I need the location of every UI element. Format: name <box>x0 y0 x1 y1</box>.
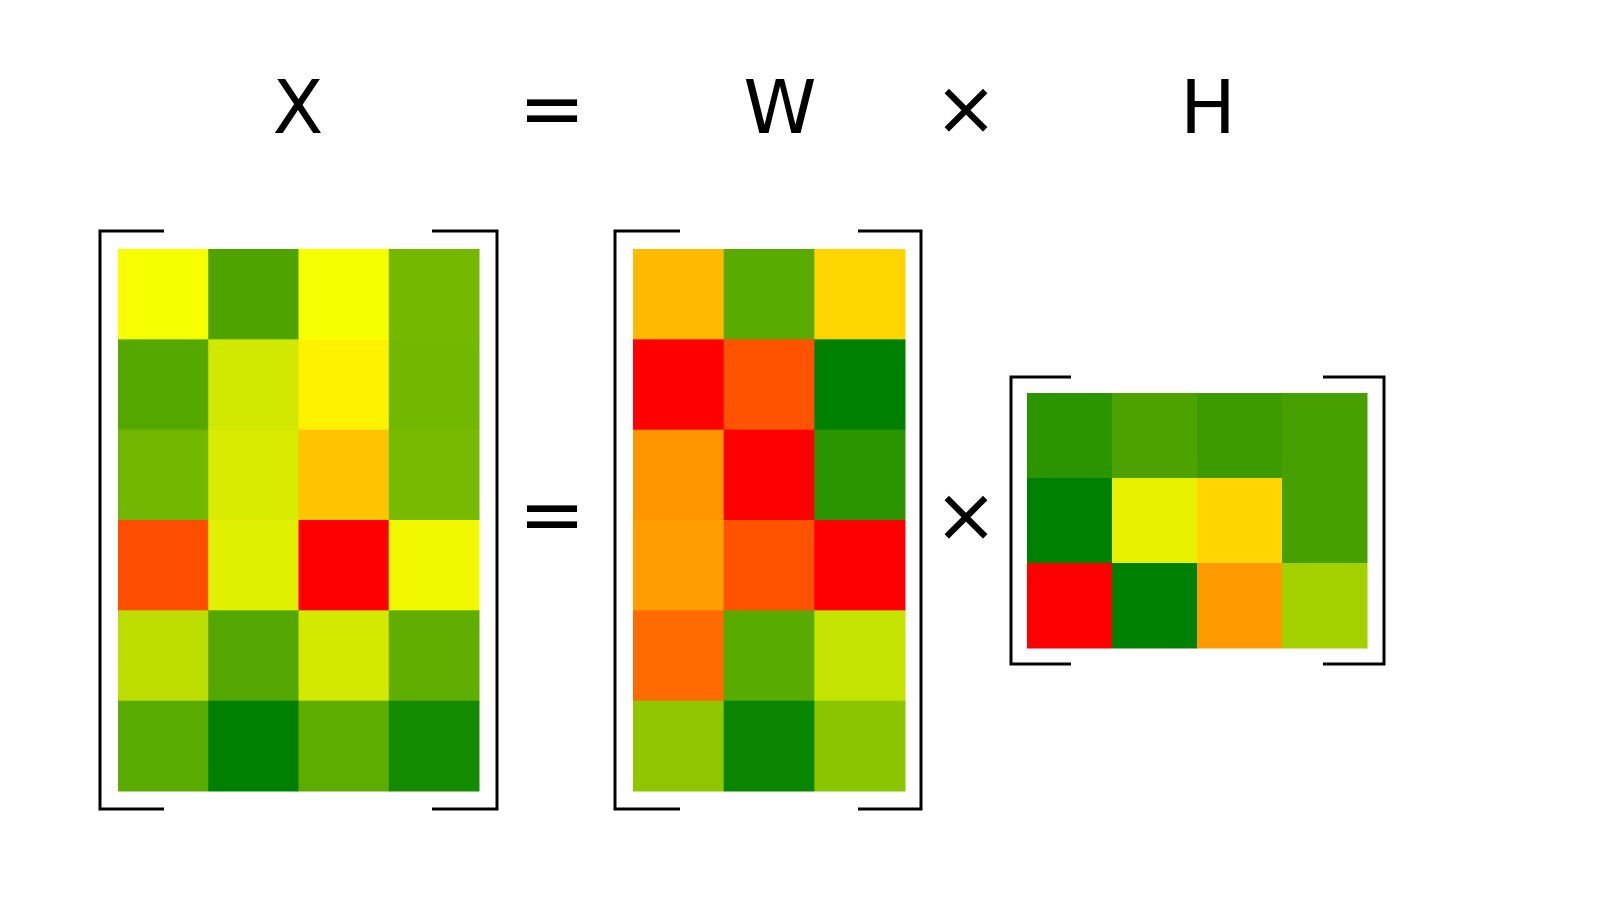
matrix-x-cell <box>388 429 480 521</box>
matrix-h-right-bracket <box>1323 375 1386 666</box>
matrix-w-cell <box>633 610 725 702</box>
matrix-w-cell <box>633 249 725 340</box>
matrix-x-cell <box>118 610 209 702</box>
times-sign-top: × <box>934 63 998 152</box>
label-w: W <box>743 65 816 151</box>
matrix-x-cell <box>388 249 480 340</box>
matrix-x-cell <box>298 700 390 792</box>
matrix-w-cell <box>633 520 725 611</box>
matrix-h-cell <box>1027 563 1113 649</box>
times-sign-middle: × <box>934 470 998 559</box>
matrix-x-cell <box>388 520 480 611</box>
matrix-h-left-bracket <box>1009 375 1071 666</box>
matrix-h-cell <box>1112 393 1198 479</box>
matrix-w-cell <box>723 429 815 521</box>
matrix-x-right-bracket <box>432 229 499 811</box>
matrix-h-cell <box>1282 478 1368 564</box>
matrix-x-cell <box>118 339 209 431</box>
matrix-w-cells <box>633 249 906 792</box>
matrix-w-cell <box>814 610 906 702</box>
matrix-x-cell <box>388 339 480 431</box>
matrix-h-cell <box>1197 563 1283 649</box>
matrix-x-cell <box>208 700 299 792</box>
matrix-w-right-bracket <box>858 229 923 811</box>
matrix-w-cell <box>814 249 906 340</box>
matrix-h-cell <box>1112 478 1198 564</box>
matrix-h-cell <box>1197 393 1283 479</box>
matrix-x-cell <box>208 610 299 702</box>
matrix-x-cell <box>298 520 390 611</box>
matrix-h-cell <box>1197 478 1283 564</box>
matrix-h-cell <box>1027 478 1113 564</box>
matrix-x-cell <box>118 429 209 521</box>
matrix-x-cell <box>118 700 209 792</box>
matrix-x <box>98 229 499 811</box>
matrix-w-cell <box>814 339 906 431</box>
matrix-x-cells <box>118 249 480 792</box>
matrix-w-cell <box>723 520 815 611</box>
matrix-x-cell <box>298 610 390 702</box>
matrix-w-cell <box>633 429 725 521</box>
matrix-x-cell <box>388 610 480 702</box>
matrix-w-cell <box>814 700 906 792</box>
matrix-w-cell <box>723 610 815 702</box>
matrix-h-cell <box>1282 563 1368 649</box>
matrix-x-left-bracket <box>98 229 164 811</box>
matrix-w-cell <box>633 700 725 792</box>
matrix-h-cell <box>1282 393 1368 479</box>
equals-sign-middle: = <box>518 468 585 561</box>
matrix-w-cell <box>723 339 815 431</box>
equals-sign-top: = <box>518 62 585 155</box>
matrix-x-cell <box>298 429 390 521</box>
matrix-x-cell <box>208 339 299 431</box>
label-h: H <box>1180 65 1236 151</box>
matrix-x-cell <box>298 339 390 431</box>
matrix-h <box>1009 375 1386 666</box>
matrix-h-cell <box>1027 393 1113 479</box>
matrix-h-cell <box>1112 563 1198 649</box>
matrix-w-cell <box>723 700 815 792</box>
matrix-h-cells <box>1027 393 1368 649</box>
matrix-x-cell <box>388 700 480 792</box>
matrix-w-cell <box>814 429 906 521</box>
matrix-w-cell <box>723 249 815 340</box>
matrix-x-cell <box>298 249 390 340</box>
matrix-x-cell <box>208 249 299 340</box>
matrix-w-left-bracket <box>613 229 680 811</box>
matrix-x-cell <box>118 249 209 340</box>
matrix-w-cell <box>633 339 725 431</box>
matrix-x-cell <box>208 429 299 521</box>
matrix-x-cell <box>208 520 299 611</box>
matrix-w <box>613 229 923 811</box>
matrix-w-cell <box>814 520 906 611</box>
label-x: X <box>273 65 324 151</box>
matrix-x-cell <box>118 520 209 611</box>
